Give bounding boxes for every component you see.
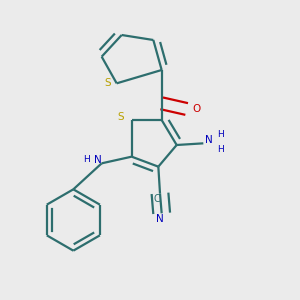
Text: N: N bbox=[156, 214, 164, 224]
Text: S: S bbox=[118, 112, 124, 122]
Text: S: S bbox=[104, 78, 111, 88]
Text: H: H bbox=[217, 145, 224, 154]
Text: N: N bbox=[94, 155, 102, 165]
Text: N: N bbox=[206, 135, 213, 145]
Text: O: O bbox=[192, 104, 200, 114]
Text: C: C bbox=[154, 194, 161, 204]
Text: H: H bbox=[83, 155, 90, 164]
Text: H: H bbox=[217, 130, 224, 139]
